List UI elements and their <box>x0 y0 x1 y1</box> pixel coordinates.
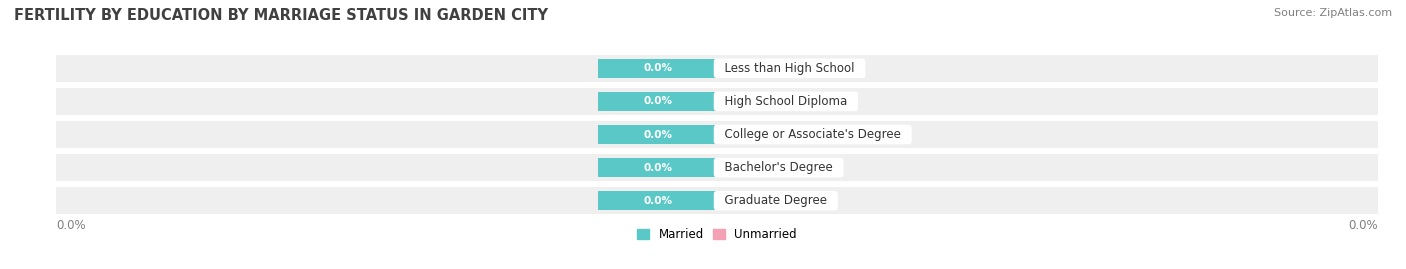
Bar <box>598 92 717 111</box>
Text: 0.0%: 0.0% <box>643 129 672 140</box>
Text: 0.0%: 0.0% <box>1348 219 1378 232</box>
Text: 0.0%: 0.0% <box>56 219 86 232</box>
Text: 0.0%: 0.0% <box>643 63 672 73</box>
Bar <box>56 121 1378 148</box>
Bar <box>598 191 717 210</box>
Bar <box>598 125 717 144</box>
Text: 0.0%: 0.0% <box>643 96 672 107</box>
Text: Graduate Degree: Graduate Degree <box>717 194 835 207</box>
Bar <box>717 59 796 78</box>
Text: High School Diploma: High School Diploma <box>717 95 855 108</box>
Bar <box>717 191 796 210</box>
Text: 0.0%: 0.0% <box>742 96 772 107</box>
Text: Source: ZipAtlas.com: Source: ZipAtlas.com <box>1274 8 1392 18</box>
Text: 0.0%: 0.0% <box>643 196 672 206</box>
Bar <box>56 88 1378 115</box>
Bar <box>717 125 796 144</box>
Text: Bachelor's Degree: Bachelor's Degree <box>717 161 841 174</box>
Text: 0.0%: 0.0% <box>643 162 672 173</box>
Text: 0.0%: 0.0% <box>742 63 772 73</box>
Text: FERTILITY BY EDUCATION BY MARRIAGE STATUS IN GARDEN CITY: FERTILITY BY EDUCATION BY MARRIAGE STATU… <box>14 8 548 23</box>
Text: 0.0%: 0.0% <box>742 129 772 140</box>
Text: Less than High School: Less than High School <box>717 62 862 75</box>
Bar <box>717 92 796 111</box>
Bar <box>598 158 717 177</box>
Legend: Married, Unmarried: Married, Unmarried <box>633 223 801 246</box>
Text: 0.0%: 0.0% <box>742 162 772 173</box>
Bar <box>717 158 796 177</box>
Text: 0.0%: 0.0% <box>742 196 772 206</box>
Text: College or Associate's Degree: College or Associate's Degree <box>717 128 908 141</box>
Bar <box>56 187 1378 214</box>
Bar <box>56 55 1378 82</box>
Bar <box>56 154 1378 181</box>
Bar <box>598 59 717 78</box>
